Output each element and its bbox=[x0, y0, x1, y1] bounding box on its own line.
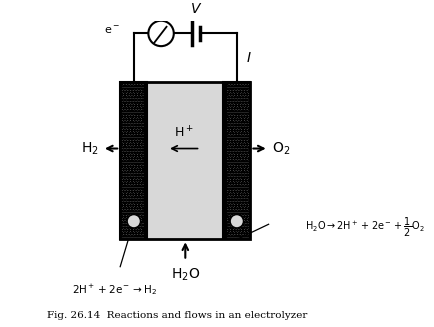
Text: $\mathrm{H_2O}$: $\mathrm{H_2O}$ bbox=[171, 267, 200, 283]
Bar bbox=[144, 82, 148, 239]
Circle shape bbox=[127, 215, 141, 228]
Text: $\mathrm{H}^+$: $\mathrm{H}^+$ bbox=[174, 126, 194, 141]
Bar bbox=[148, 82, 223, 239]
Bar bbox=[223, 82, 227, 239]
Text: $\mathrm{2H^+ + 2e^- \rightarrow H_2}$: $\mathrm{2H^+ + 2e^- \rightarrow H_2}$ bbox=[72, 282, 157, 297]
Text: Fig. 26.14  Reactions and flows in an electrolyzer: Fig. 26.14 Reactions and flows in an ele… bbox=[47, 311, 308, 320]
Bar bbox=[120, 82, 250, 239]
Circle shape bbox=[230, 215, 243, 228]
Bar bbox=[120, 82, 148, 239]
Text: $\mathrm{O_2}$: $\mathrm{O_2}$ bbox=[272, 140, 290, 157]
Text: $V$: $V$ bbox=[190, 2, 202, 16]
Text: $\mathrm{H_2}$: $\mathrm{H_2}$ bbox=[81, 140, 99, 157]
Bar bbox=[223, 82, 250, 239]
Text: $\mathrm{H_2O \rightarrow 2H^+ + 2e^- + \dfrac{1}{2}O_2}$: $\mathrm{H_2O \rightarrow 2H^+ + 2e^- + … bbox=[305, 216, 424, 239]
Text: $\mathrm{e}^-$: $\mathrm{e}^-$ bbox=[104, 25, 120, 36]
Text: $I$: $I$ bbox=[246, 51, 252, 65]
